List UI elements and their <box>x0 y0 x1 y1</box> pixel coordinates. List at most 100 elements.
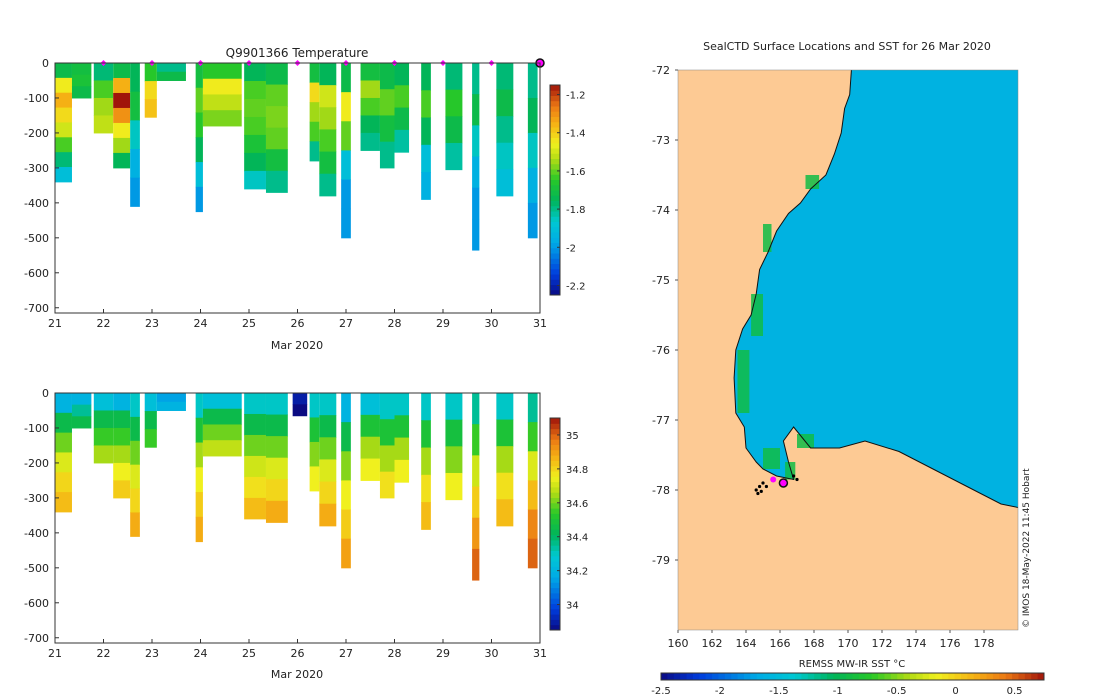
profile-9-cell-2 <box>244 434 266 457</box>
colorbar-swatch <box>550 550 560 557</box>
sst-colorbar-swatch <box>673 673 681 680</box>
sst-colorbar-swatch <box>839 673 847 680</box>
temperature-y-axis: 0 -100 -200 -300 -400 -500 -600 -700 <box>24 57 59 315</box>
profile-10-cell-4 <box>265 149 288 172</box>
colorbar-swatch <box>550 486 560 493</box>
profile-15-cell-2 <box>360 436 380 460</box>
profile-13-cell-4 <box>341 179 351 210</box>
y-tick-label: 0 <box>42 387 49 400</box>
profile-7-cell-4 <box>195 492 203 518</box>
colorbar-tick-label: -2.2 <box>566 281 586 292</box>
profile-10-cell-3 <box>265 457 288 480</box>
x-tick-label: 28 <box>388 647 402 660</box>
y-tick-label: -700 <box>24 632 49 645</box>
profile-19-cell-2 <box>445 446 463 474</box>
colorbar-swatch <box>550 263 560 270</box>
colorbar-tick-label: 34.4 <box>566 533 588 544</box>
profile-14-cell-1 <box>341 422 351 452</box>
colorbar-swatch <box>550 518 560 525</box>
colorbar-swatch <box>550 142 560 149</box>
x-tick-label: 30 <box>485 647 499 660</box>
profile-3-cell-1 <box>113 410 131 429</box>
sst-colorbar-swatch <box>999 673 1007 680</box>
profile-7-cell-3 <box>195 137 203 163</box>
profile-17-cell-4 <box>421 172 431 200</box>
colorbar-swatch <box>550 592 560 599</box>
profile-19-cell-0 <box>445 393 463 421</box>
profile-0-cell-7 <box>55 167 72 183</box>
profile-14-cell-4 <box>360 132 380 151</box>
profile-3-cell-2 <box>113 427 131 446</box>
colorbar-swatch <box>550 137 560 144</box>
seal-location <box>795 477 799 482</box>
profile-6-cell-0 <box>156 63 186 73</box>
temperature-panel: Q9901366 Temperature 21 22 23 24 25 26 27 28 29 3… <box>24 46 585 352</box>
sst-colorbar-tick-label: -1 <box>833 686 843 697</box>
profile-5-cell-2 <box>144 429 157 448</box>
profile-2-cell-1 <box>93 80 114 99</box>
profile-14-cell-3 <box>360 115 380 134</box>
profile-1-cell-1 <box>71 74 92 87</box>
profile-13-cell-1 <box>319 415 337 438</box>
profile-12-cell-1 <box>319 85 337 108</box>
longitude-tick-label: 176 <box>940 637 961 650</box>
sst-colorbar-swatch <box>731 673 739 680</box>
sst-colorbar-swatch <box>929 673 936 680</box>
sst-colorbar-swatch <box>680 673 688 680</box>
profile-13-cell-0 <box>319 393 337 416</box>
profile-12-cell-0 <box>309 393 320 418</box>
sst-colorbar-swatch <box>948 673 956 680</box>
profile-7-cell-3 <box>195 467 203 493</box>
temperature-colorbar: -1.2 -1.4 -1.6 -1.8 -2 -2.2 <box>549 84 586 296</box>
salinity-panel: 21 22 23 24 25 26 27 28 29 30 31 0 -100 -200 -300 -400… <box>24 387 588 681</box>
salinity-x-axis: 21 22 23 24 25 26 27 28 29 30 31 <box>48 639 547 660</box>
profile-8-cell-2 <box>202 424 242 441</box>
colorbar-swatch <box>550 158 560 165</box>
colorbar-frame <box>549 84 561 296</box>
y-tick-label: -700 <box>24 302 49 315</box>
colorbar-swatch <box>550 106 560 112</box>
profile-5-cell-0 <box>144 63 157 82</box>
profile-2-cell-0 <box>93 393 114 411</box>
salinity-x-label: Mar 2020 <box>271 668 323 681</box>
colorbar-swatch <box>550 582 560 589</box>
profile-0-cell-1 <box>55 77 72 94</box>
profile-10-cell-0 <box>265 393 288 416</box>
profile-4-cell-1 <box>130 91 140 121</box>
colorbar-tick-label: -2 <box>566 243 576 254</box>
profile-14-cell-1 <box>360 80 380 99</box>
profile-8-cell-1 <box>202 78 242 95</box>
profile-20-cell-2 <box>496 116 514 144</box>
colorbar-swatch <box>550 232 560 238</box>
colorbar-swatch <box>550 603 560 610</box>
profile-7-cell-4 <box>195 162 203 188</box>
colorbar-tick-label: 34.6 <box>566 499 588 510</box>
longitude-tick-label: 162 <box>702 637 723 650</box>
sst-colorbar-swatch <box>858 673 866 680</box>
colorbar-tick-label: -1.6 <box>566 167 586 178</box>
profile-10-cell-1 <box>265 84 288 107</box>
profile-6-cell-0 <box>156 393 186 403</box>
profile-7-cell-1 <box>195 87 203 114</box>
temperature-title: Q9901366 Temperature <box>226 46 369 60</box>
colorbar-swatch <box>550 508 560 514</box>
profile-13-cell-0 <box>341 63 351 93</box>
sst-colorbar-swatch <box>814 673 822 680</box>
colorbar-tick-label: 35 <box>566 431 579 442</box>
map-title: SealCTD Surface Locations and SST for 26… <box>703 40 991 53</box>
profile-3-cell-4 <box>113 122 131 139</box>
profile-7-cell-1 <box>195 417 203 444</box>
profile-9-cell-3 <box>244 455 266 478</box>
sst-colorbar-swatch <box>878 673 885 680</box>
colorbar-tick-label: 34.2 <box>566 567 588 578</box>
x-tick-label: 27 <box>339 647 353 660</box>
y-tick-label: -300 <box>24 162 49 175</box>
sst-colorbar-swatch <box>961 673 968 680</box>
profile-13-cell-5 <box>341 208 351 239</box>
profile-12-cell-3 <box>319 129 337 153</box>
profile-17-cell-1 <box>394 415 410 439</box>
sst-colorbar: -2.5 -2 -1.5 -1 -0.5 0 0.5 <box>651 672 1045 697</box>
previous-seal-location <box>770 476 777 483</box>
latitude-tick-label: -75 <box>652 274 670 287</box>
colorbar-swatch <box>550 524 560 530</box>
